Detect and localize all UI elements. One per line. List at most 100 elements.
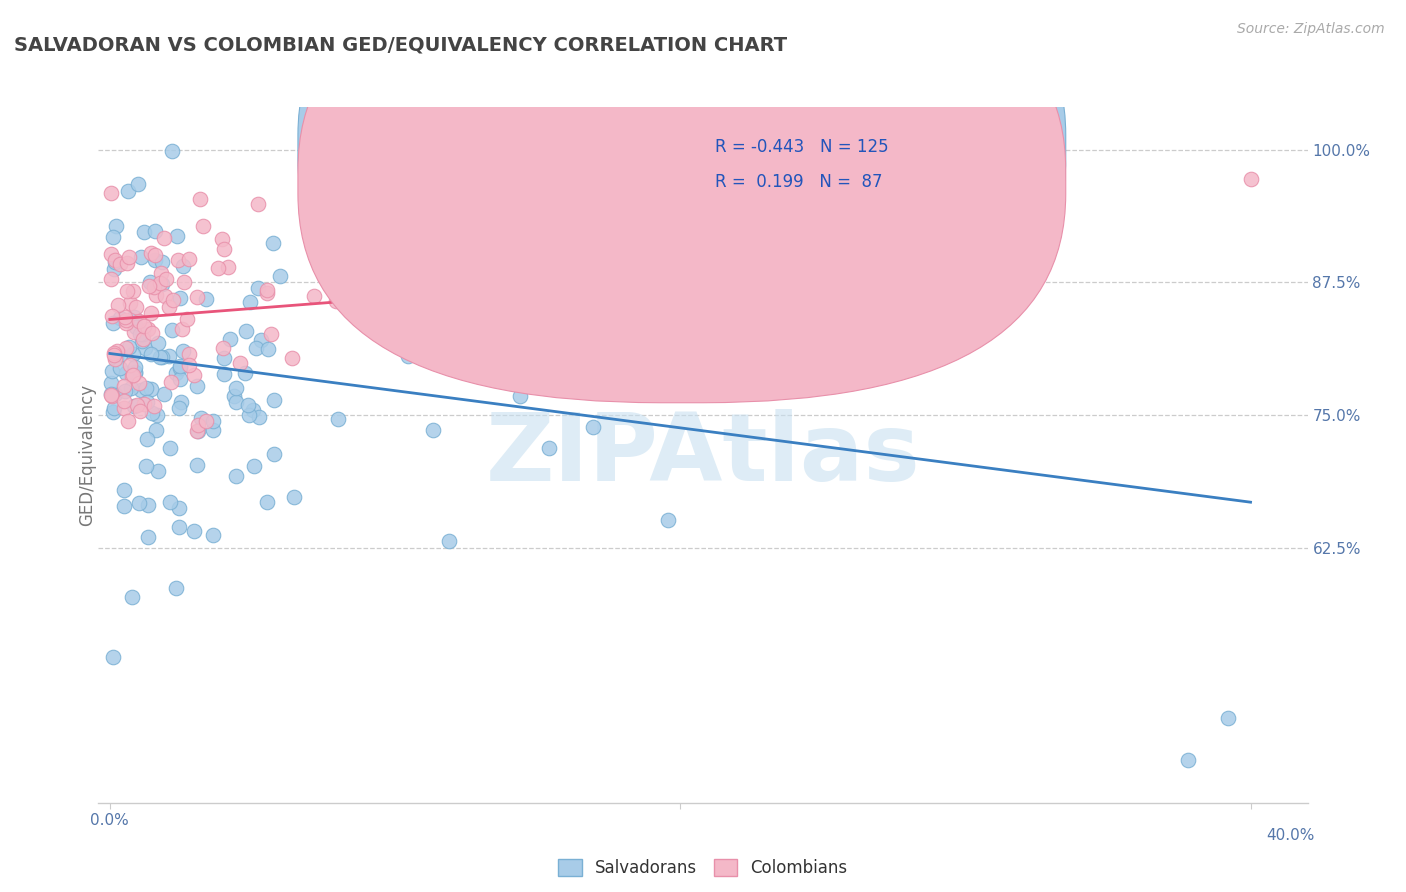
Point (229, 356, 252, 370)
Point (120, 381, 142, 395)
Point (396, 349, 419, 363)
Point (281, 351, 304, 366)
Point (129, 403, 152, 417)
Point (162, 293, 184, 308)
Point (146, 465, 169, 479)
Point (242, 402, 264, 417)
Point (100, 247, 122, 261)
Point (225, 394, 247, 409)
Point (243, 459, 266, 474)
Point (538, 442, 561, 456)
Point (104, 252, 127, 267)
Point (195, 292, 218, 306)
Point (122, 368, 145, 383)
Point (108, 311, 131, 326)
Point (157, 300, 180, 314)
Point (179, 252, 201, 266)
Point (160, 144, 183, 158)
Point (132, 397, 155, 411)
Point (139, 382, 162, 396)
Point (172, 343, 194, 358)
Text: Source: ZipAtlas.com: Source: ZipAtlas.com (1237, 22, 1385, 37)
Point (110, 348, 132, 362)
Point (118, 358, 141, 372)
Point (173, 275, 195, 289)
Point (169, 359, 191, 373)
Point (138, 278, 160, 293)
Point (187, 424, 209, 438)
Point (100, 388, 122, 402)
Point (245, 341, 267, 355)
Point (139, 306, 162, 320)
Point (117, 256, 139, 270)
Point (1177, 753, 1199, 767)
Point (145, 287, 167, 301)
Point (100, 272, 122, 286)
Point (246, 196, 269, 211)
Point (117, 184, 139, 198)
FancyBboxPatch shape (298, 0, 1066, 403)
Point (166, 228, 188, 243)
Point (114, 316, 136, 330)
Point (149, 276, 172, 290)
Point (132, 326, 155, 341)
Point (165, 582, 187, 596)
Point (105, 351, 128, 365)
Point (143, 224, 166, 238)
Point (150, 266, 173, 280)
Point (325, 294, 347, 309)
Point (122, 310, 145, 324)
Point (146, 408, 169, 422)
Point (153, 231, 176, 245)
Point (238, 295, 260, 310)
Point (269, 268, 291, 283)
Point (101, 650, 124, 665)
Point (103, 401, 125, 415)
Point (128, 314, 150, 328)
Point (169, 395, 191, 409)
Point (114, 366, 136, 380)
Point (256, 283, 278, 297)
Point (159, 441, 181, 455)
Point (112, 500, 135, 514)
Point (114, 313, 136, 327)
Point (128, 496, 150, 510)
Point (186, 424, 208, 438)
Point (165, 367, 187, 381)
Point (131, 334, 153, 348)
Point (100, 364, 122, 378)
Point (101, 389, 124, 403)
Point (132, 332, 155, 346)
Point (186, 379, 208, 393)
Point (121, 347, 143, 361)
Point (202, 423, 225, 437)
Point (202, 528, 225, 542)
Point (103, 405, 125, 419)
Point (1239, 172, 1261, 186)
Point (247, 410, 270, 425)
Point (186, 290, 208, 304)
Point (190, 410, 212, 425)
Text: ZIPAtlas: ZIPAtlas (485, 409, 921, 501)
Point (110, 360, 132, 375)
Point (131, 251, 153, 265)
Text: R = -0.443   N = 125: R = -0.443 N = 125 (716, 138, 889, 156)
Point (224, 389, 246, 403)
Point (118, 295, 141, 310)
Point (115, 341, 138, 355)
Point (302, 289, 325, 303)
Point (172, 259, 194, 273)
Point (233, 366, 256, 380)
Point (117, 251, 139, 265)
Point (207, 260, 229, 275)
FancyBboxPatch shape (298, 0, 1066, 368)
Point (167, 501, 190, 516)
FancyBboxPatch shape (637, 118, 976, 211)
Point (143, 280, 166, 294)
Point (155, 272, 177, 286)
Point (167, 253, 190, 268)
Point (141, 326, 163, 340)
Point (183, 524, 205, 538)
Point (145, 423, 167, 437)
Point (139, 275, 162, 289)
